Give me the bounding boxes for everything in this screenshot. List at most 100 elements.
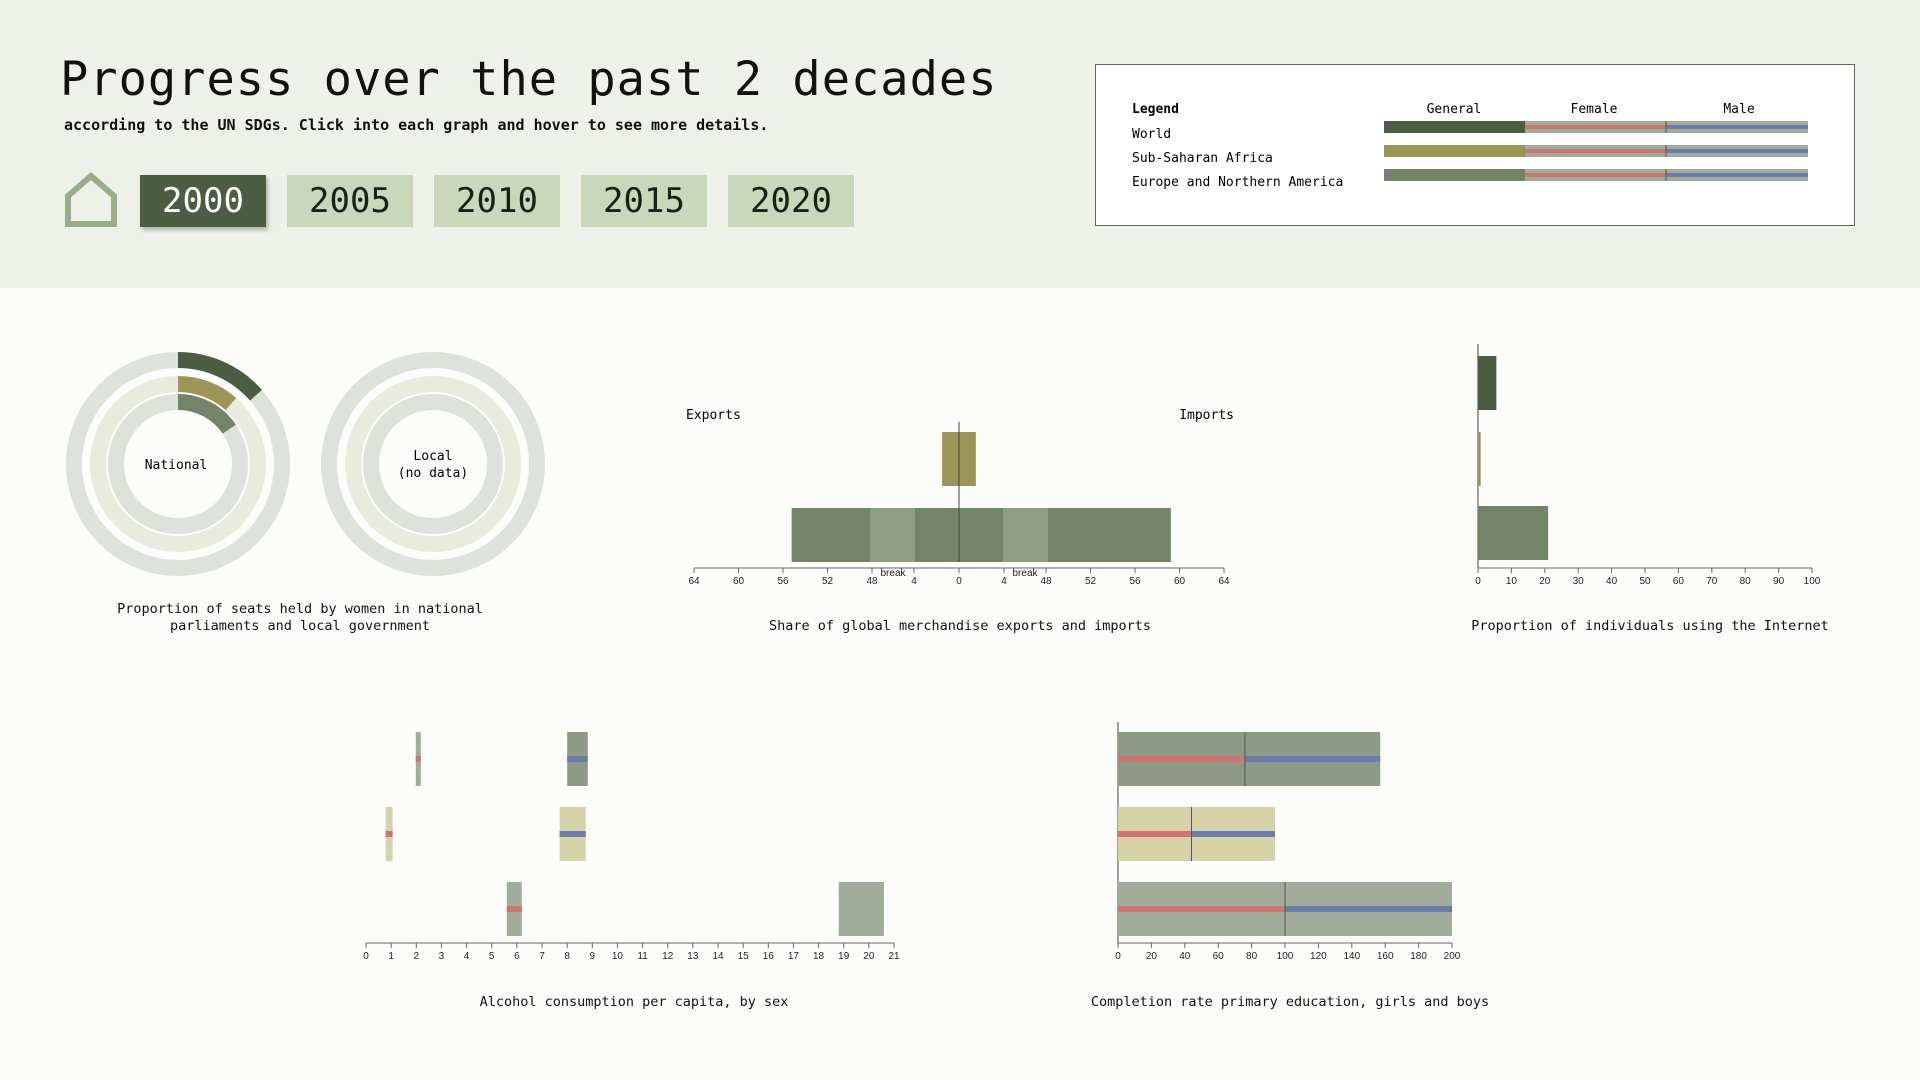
alcohol-tick-label-17: 17 [788,951,800,962]
legend-swatch-general-ssa [1384,145,1525,157]
trade-break-left [870,508,915,562]
trade-tick-label-r-5: 64 [1218,576,1230,587]
edu-tick-label-2: 40 [1179,951,1191,962]
edu-mark-girls-world [1118,756,1245,762]
ring-label-national: National [145,458,208,473]
alcohol-tick-label-20: 20 [863,951,875,962]
page-title: Progress over the past 2 decades [60,52,998,107]
internet-tick-label-10: 100 [1804,576,1821,587]
edu-tick-label-8: 160 [1377,951,1394,962]
ring-local-g-track-world [321,352,545,576]
caption-trade: Share of global merchandise exports and … [768,618,1151,634]
alcohol-tick-label-15: 15 [738,951,750,962]
trade-tick-label-l-2: 56 [777,576,789,587]
edu-mark-boys-world [1244,756,1381,762]
alcohol-tick-label-16: 16 [763,951,775,962]
ring-label-local-nodata: (no data) [398,466,468,481]
edu-tick-label-10: 200 [1444,951,1461,962]
alcohol-tick-label-21: 21 [888,951,900,962]
ring-chart-national[interactable]: National [60,346,296,582]
alcohol-tick-label-18: 18 [813,951,825,962]
alcohol-tick-label-2: 2 [414,951,420,962]
alcohol-mark-world-female [415,756,421,762]
header-panel: Progress over the past 2 decades accordi… [0,0,1920,288]
year-button-2015[interactable]: 2015 [581,175,707,227]
year-button-2010[interactable]: 2010 [434,175,560,227]
legend-swatch-general-world [1384,121,1525,133]
trade-tick-label-l-5: 4 [911,576,917,587]
trade-chart[interactable]: Exports Imports 64 60 56 52 48 4 0 4 48 52 56 60 64 b… [680,400,1240,600]
trade-tick-label-l-0: 64 [688,576,700,587]
trade-tick-label-r-3: 56 [1129,576,1141,587]
legend-swatch-general-europe [1384,169,1525,181]
internet-tick-label-5: 50 [1639,576,1651,587]
alcohol-tick-label-1: 1 [388,951,394,962]
alcohol-tick-label-10: 10 [612,951,624,962]
alcohol-tick-label-0: 0 [363,951,369,962]
ring-national-g-arc-ssa [177,376,237,411]
internet-tick-label-2: 20 [1539,576,1551,587]
alcohol-mark-ssa-female [385,831,393,837]
education-chart[interactable]: 0 20 40 60 80 100 120 140 160 180 200 [1100,720,1500,970]
legend-row-europe: Europe and Northern America [1132,175,1343,190]
edu-mark-girls-ssa [1118,831,1192,837]
internet-tick-label-8: 80 [1740,576,1752,587]
trade-tick-label-r-2: 52 [1085,576,1097,587]
trade-tick-label-r-1: 48 [1040,576,1052,587]
trade-exports-label: Exports [686,408,741,423]
edu-mark-boys-europe [1285,906,1452,912]
year-button-2000[interactable]: 2000 [140,175,266,227]
trade-tick-label-r-0: 4 [1001,576,1007,587]
alcohol-tick-label-3: 3 [439,951,445,962]
ring-chart-local[interactable]: Local (no data) [315,346,551,582]
alcohol-tick-label-12: 12 [662,951,674,962]
caption-parliament: Proportion of seats held by women in nat… [117,601,483,634]
ring-national-g-arc-europe [177,394,236,434]
ring-label-local: Local [413,449,452,464]
alcohol-mark-europe-female [506,906,522,912]
legend: Legend General Female Male World Sub-Sah… [1095,64,1855,226]
legend-col-male: Male [1723,102,1754,117]
edu-tick-label-0: 0 [1115,951,1121,962]
alcohol-mark-ssa-male [559,831,586,837]
alcohol-tick-label-8: 8 [564,951,570,962]
alcohol-tick-label-14: 14 [712,951,724,962]
alcohol-tick-label-13: 13 [687,951,699,962]
home-button[interactable] [62,172,120,228]
edu-tick-label-7: 140 [1343,951,1360,962]
alcohol-tick-label-5: 5 [489,951,495,962]
edu-tick-label-3: 60 [1213,951,1225,962]
alcohol-tick-label-11: 11 [637,951,648,962]
alcohol-tick-label-4: 4 [464,951,470,962]
legend-row-ssa: Sub-Saharan Africa [1132,151,1273,166]
trade-bar-europe [791,508,1171,562]
legend-col-female: Female [1571,102,1618,117]
internet-tick-label-4: 40 [1606,576,1618,587]
alcohol-tick-label-19: 19 [838,951,850,962]
edu-tick-label-5: 100 [1277,951,1294,962]
home-icon [65,172,117,227]
ring-local-g-track-ssa [345,376,521,552]
edu-tick-label-1: 20 [1146,951,1158,962]
edu-tick-label-6: 120 [1310,951,1327,962]
year-button-2005[interactable]: 2005 [287,175,413,227]
caption-alcohol: Alcohol consumption per capita, by sex [479,994,789,1010]
internet-tick-label-6: 60 [1673,576,1685,587]
internet-tick-label-1: 10 [1506,576,1518,587]
internet-chart[interactable]: 0 10 20 30 40 50 60 70 80 90 100 [1470,340,1830,590]
edu-tick-label-4: 80 [1246,951,1258,962]
internet-bar-ssa [1478,432,1481,486]
trade-tick-label-l-6: 0 [956,576,962,587]
trade-tick-label-l-4: 48 [866,576,878,587]
year-button-2020[interactable]: 2020 [728,175,854,227]
caption-education: Completion rate primary education, girls… [1090,994,1490,1010]
alcohol-mark-world-male [567,756,588,762]
alcohol-tick-label-7: 7 [539,951,545,962]
trade-break-label-left: break [880,568,906,579]
legend-svg: Legend General Female Male World Sub-Sah… [1132,102,1808,190]
page-subtitle: according to the UN SDGs. Click into eac… [64,116,769,134]
internet-tick-label-3: 30 [1573,576,1585,587]
legend-swatch-male-europe [1666,173,1808,177]
legend-col-general: General [1427,102,1482,117]
alcohol-chart[interactable]: 0 1 2 3 4 5 6 7 8 9 10 11 12 13 14 15 16 17 18 19 20 21 [350,720,910,970]
